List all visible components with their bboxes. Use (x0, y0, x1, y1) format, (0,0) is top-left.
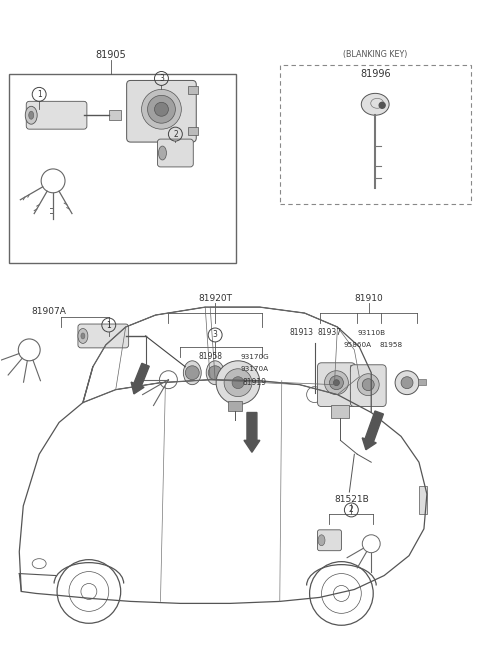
Circle shape (232, 377, 244, 388)
Circle shape (224, 369, 252, 396)
Bar (280, 65, 471, 204)
Circle shape (324, 371, 348, 394)
FancyArrow shape (362, 411, 384, 450)
Text: 93170A: 93170A (241, 365, 269, 372)
Ellipse shape (25, 106, 37, 124)
Ellipse shape (361, 94, 389, 115)
Text: 95860A: 95860A (343, 342, 372, 348)
Circle shape (362, 379, 374, 390)
Text: 81937: 81937 (317, 328, 342, 337)
Ellipse shape (29, 111, 34, 119)
Bar (228, 401, 242, 411)
Bar (350, 392, 358, 398)
FancyBboxPatch shape (26, 102, 87, 129)
Bar (188, 86, 198, 94)
Text: 2: 2 (173, 130, 178, 139)
Ellipse shape (183, 361, 201, 384)
Bar (419, 486, 427, 514)
FancyArrow shape (244, 413, 260, 452)
Text: 81996: 81996 (360, 69, 391, 79)
Circle shape (395, 371, 419, 394)
Bar (418, 379, 426, 384)
Bar (350, 365, 358, 371)
Circle shape (329, 376, 343, 390)
Text: 93170G: 93170G (240, 354, 269, 360)
Bar (332, 405, 349, 419)
Text: 81905: 81905 (96, 50, 126, 60)
Circle shape (147, 96, 175, 123)
Text: 1: 1 (37, 90, 42, 99)
FancyBboxPatch shape (318, 530, 341, 551)
Text: 2: 2 (349, 506, 354, 514)
Text: 3: 3 (159, 74, 164, 83)
Circle shape (216, 361, 260, 405)
Circle shape (379, 102, 385, 108)
Circle shape (208, 365, 222, 380)
Ellipse shape (206, 361, 224, 384)
FancyBboxPatch shape (127, 81, 196, 142)
Text: 1: 1 (107, 320, 111, 329)
Text: 81958: 81958 (380, 342, 403, 348)
Text: 93110B: 93110B (357, 330, 385, 336)
FancyBboxPatch shape (157, 139, 193, 167)
Bar (9, 75, 236, 263)
Circle shape (185, 365, 199, 380)
Text: 81958: 81958 (198, 352, 222, 362)
Bar (109, 110, 120, 121)
FancyBboxPatch shape (318, 363, 355, 407)
Circle shape (357, 374, 379, 396)
FancyBboxPatch shape (78, 324, 129, 348)
Text: 81521B: 81521B (334, 495, 369, 504)
Text: 81910: 81910 (355, 293, 384, 303)
Circle shape (401, 377, 413, 388)
Circle shape (334, 380, 339, 386)
FancyArrow shape (131, 364, 149, 394)
Text: 81919: 81919 (243, 378, 267, 387)
Ellipse shape (78, 329, 88, 343)
Text: 81907A: 81907A (32, 307, 67, 316)
Circle shape (142, 89, 181, 129)
FancyBboxPatch shape (350, 365, 386, 407)
Ellipse shape (158, 146, 167, 160)
Text: 81913: 81913 (289, 328, 313, 337)
Circle shape (155, 102, 168, 116)
Text: (BLANKING KEY): (BLANKING KEY) (343, 50, 408, 59)
Ellipse shape (318, 534, 325, 546)
Text: 3: 3 (213, 331, 217, 339)
Ellipse shape (81, 333, 85, 339)
Bar (188, 127, 198, 135)
Text: 81920T: 81920T (198, 293, 232, 303)
